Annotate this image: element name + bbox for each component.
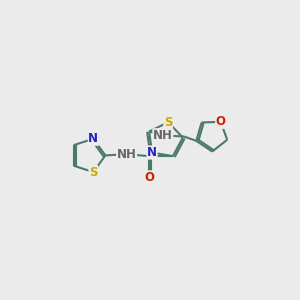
Text: N: N [147, 146, 157, 159]
Text: NH: NH [153, 129, 173, 142]
Text: S: S [89, 166, 98, 178]
Text: S: S [164, 116, 172, 129]
Text: NH: NH [117, 148, 136, 161]
Text: O: O [216, 115, 226, 128]
Text: N: N [88, 132, 98, 145]
Text: O: O [144, 171, 154, 184]
Text: H: H [122, 149, 131, 159]
